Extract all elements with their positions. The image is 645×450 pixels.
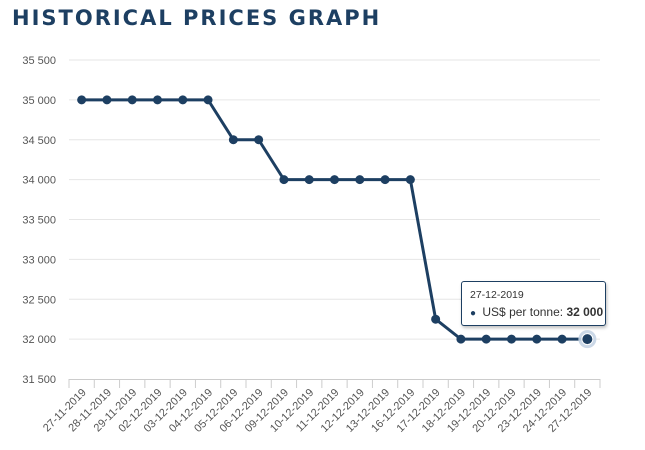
x-axis-labels: 27-11-201928-11-201929-11-201902-12-2019… [41, 387, 594, 435]
tooltip-date: 27-12-2019 [470, 289, 524, 301]
data-point-highlighted[interactable] [581, 333, 594, 346]
data-point[interactable] [102, 95, 112, 105]
data-point[interactable] [304, 175, 314, 185]
x-axis [68, 379, 601, 388]
y-tick-label: 32 500 [22, 294, 56, 306]
y-axis-labels: 31 500 32 000 32 500 33 000 33 500 34 000 34 5… [22, 55, 56, 386]
tooltip-series-label: US$ per tonne: [482, 305, 564, 319]
y-tick-label: 31 500 [22, 374, 56, 386]
y-tick-label: 33 500 [22, 215, 56, 227]
grid-lines [69, 59, 600, 340]
data-point[interactable] [178, 95, 188, 105]
tooltip-value: 32 000 [566, 305, 604, 319]
data-point[interactable] [127, 95, 137, 105]
data-point[interactable] [355, 175, 365, 185]
data-point[interactable] [77, 95, 87, 105]
y-tick-label: 34 500 [22, 135, 56, 147]
data-point[interactable] [228, 135, 238, 145]
data-point[interactable] [507, 334, 516, 344]
y-tick-label: 35 500 [22, 55, 56, 67]
data-point[interactable] [431, 314, 441, 324]
data-tooltip: 27-12-2019 ● US$ per tonne: 32 000 [461, 281, 606, 326]
data-point[interactable] [203, 95, 213, 105]
data-point[interactable] [254, 135, 264, 145]
data-point[interactable] [456, 334, 466, 344]
data-point[interactable] [481, 334, 491, 344]
series-us-per-tonne [77, 95, 597, 349]
data-point[interactable] [380, 175, 390, 185]
y-tick-label: 33 000 [22, 254, 56, 266]
tooltip-series-row: ● US$ per tonne: 32 000 [470, 305, 603, 319]
page-title: HISTORICAL PRICES GRAPH [12, 6, 382, 30]
data-point[interactable] [557, 334, 567, 344]
y-tick-label: 32 000 [22, 334, 56, 346]
data-point[interactable] [330, 175, 339, 185]
tooltip-bullet-icon: ● [470, 308, 477, 319]
data-point[interactable] [153, 95, 162, 105]
y-tick-label: 35 000 [22, 95, 56, 107]
data-point[interactable] [405, 175, 415, 185]
data-point[interactable] [532, 334, 542, 344]
data-point[interactable] [279, 175, 289, 185]
y-tick-label: 34 000 [22, 175, 56, 187]
